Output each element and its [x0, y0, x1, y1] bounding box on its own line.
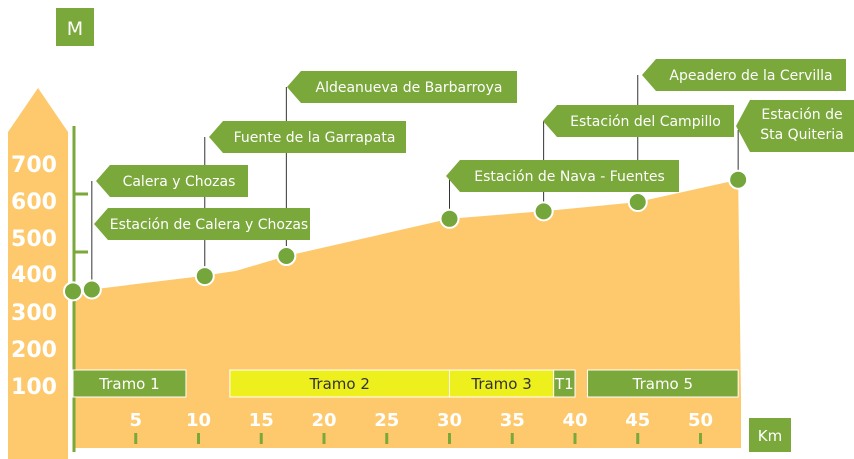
tramo-label: Tramo 1 [98, 375, 159, 393]
station-marker [533, 201, 554, 222]
x-tick-label: 30 [437, 410, 462, 431]
tramo-bands: Tramo 1 Tramo 2 Tramo 3 T1 Tramo 5 [72, 369, 739, 398]
station-marker [81, 279, 102, 300]
tramo-bar [587, 369, 739, 398]
x-unit-label: Km [758, 427, 782, 445]
tramo-label: T1 [554, 375, 574, 393]
tramo-label: Tramo 3 [470, 375, 531, 393]
x-tick-label: 15 [249, 410, 274, 431]
y-tick-label: 300 [11, 301, 57, 326]
distance-band [73, 398, 741, 448]
station-label: Apeadero de la Cervilla [669, 68, 832, 84]
station-marker [194, 266, 215, 287]
station-label: Estación del Campillo [570, 114, 721, 130]
x-tick-label: 35 [500, 410, 525, 431]
y-tick-labels: 100 200 300 400 500 600 700 [11, 153, 57, 400]
y-tick-label: 400 [11, 263, 57, 288]
station-callout [94, 208, 310, 240]
y-tick-label: 700 [11, 153, 57, 178]
station-callout [642, 59, 846, 91]
station-label: Aldeanueva de Barbarroya [316, 80, 503, 96]
tramo-label: Tramo 5 [632, 375, 693, 393]
station-marker [439, 208, 460, 229]
x-tick-label: 20 [311, 410, 336, 431]
altitude-axis-band [8, 88, 68, 459]
y-tick-label: 500 [11, 227, 57, 252]
station-label: Estación de Calera y Chozas [110, 217, 308, 233]
station-callouts: Estación de Calera y Chozas Calera y Choz… [94, 59, 854, 240]
x-tick-label: 5 [129, 410, 142, 431]
station-marker [627, 192, 648, 213]
station-callout [96, 165, 248, 197]
station-callout [446, 160, 679, 192]
station-callout [209, 121, 406, 153]
y-tick-label: 600 [11, 190, 57, 215]
tramo-bar [449, 369, 555, 398]
x-ticks: 5 10 15 20 25 30 35 40 45 50 [129, 410, 713, 444]
station-label: Calera y Chozas [123, 174, 236, 190]
station-markers [63, 169, 749, 302]
elevation-area [73, 179, 741, 398]
x-tick-label: 10 [186, 410, 211, 431]
y-tick-label: 100 [11, 375, 57, 400]
x-unit-box [749, 418, 791, 452]
tramo-bar [229, 369, 450, 398]
x-tick-label: 50 [688, 410, 713, 431]
tramo-bar [72, 369, 187, 398]
y-unit-label: M [67, 18, 83, 40]
station-label: Fuente de la Garrapata [234, 130, 396, 146]
station-marker [728, 169, 749, 190]
x-tick-label: 25 [374, 410, 399, 431]
y-unit-box [56, 8, 94, 46]
station-callout [287, 71, 517, 103]
tramo-bar [553, 369, 576, 398]
x-tick-label: 40 [562, 410, 587, 431]
x-tick-label: 45 [625, 410, 650, 431]
y-tick-label: 200 [11, 338, 57, 363]
tramo-label: Tramo 2 [308, 375, 369, 393]
station-label: Estación de [761, 107, 842, 123]
station-label: Sta Quiteria [760, 127, 844, 143]
station-callout [736, 100, 854, 152]
station-label: Estación de Nava - Fuentes [474, 169, 665, 185]
station-marker [276, 246, 297, 266]
station-callout [543, 105, 734, 137]
station-marker [63, 281, 83, 302]
